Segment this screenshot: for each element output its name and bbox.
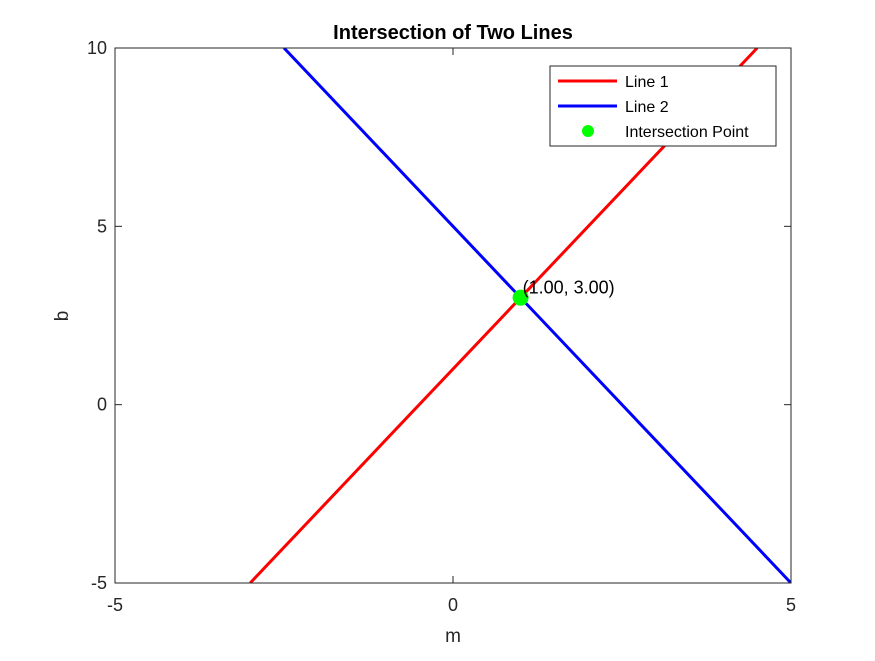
legend-label: Line 2 [625, 99, 669, 116]
legend-marker-swatch [582, 125, 594, 137]
y-tick-label: 5 [97, 216, 107, 236]
intersection-annotation: (1.00, 3.00) [523, 278, 615, 298]
x-tick-label: 0 [448, 595, 458, 615]
x-tick-label: 5 [786, 595, 796, 615]
legend-label: Intersection Point [625, 124, 749, 141]
legend: Line 1 Line 2 Intersection Point [549, 65, 777, 147]
y-tick-label: -5 [91, 573, 107, 593]
y-tick-label: 0 [97, 395, 107, 415]
series-line-2 [282, 48, 791, 583]
legend-label: Line 1 [625, 74, 669, 91]
intersection-point-marker [512, 289, 529, 306]
x-axis-label: m [445, 626, 461, 647]
chart-title: Intersection of Two Lines [333, 22, 573, 44]
y-tick-label: 10 [87, 38, 107, 58]
y-axis-label: b [52, 311, 73, 322]
x-tick-label: -5 [107, 595, 123, 615]
